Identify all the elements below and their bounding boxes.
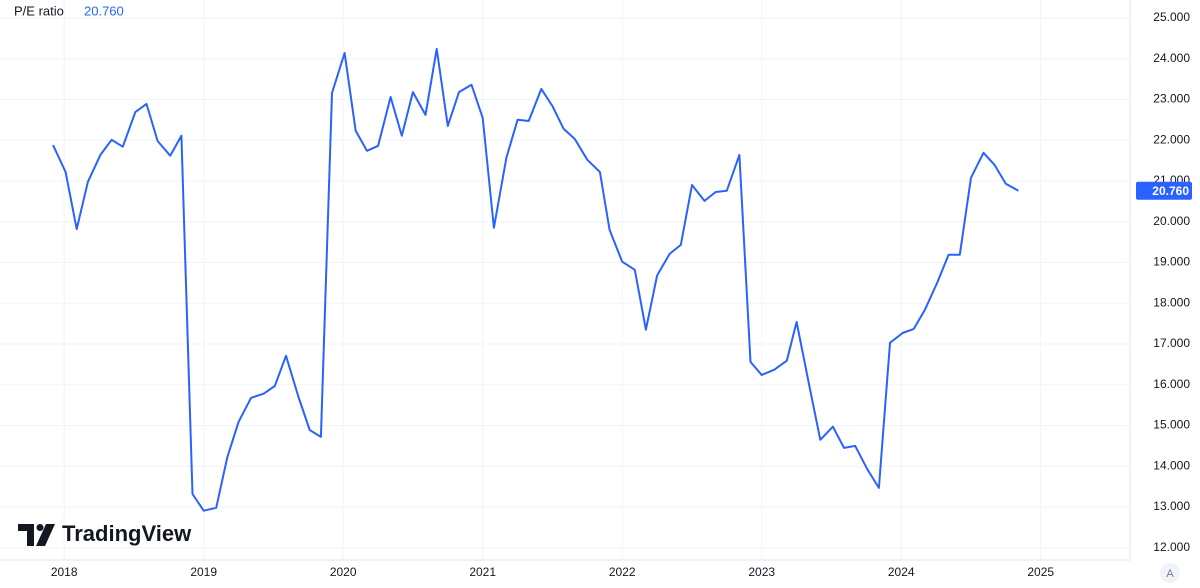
auto-button-label[interactable]: A: [1166, 568, 1174, 580]
logo-dot: [36, 524, 44, 531]
y-tick-label: 24.000: [1153, 51, 1190, 65]
x-tick-label: 2019: [190, 565, 217, 579]
current-value-label: 20.760: [1152, 184, 1189, 198]
y-tick-label: 19.000: [1153, 255, 1190, 269]
logo-slash: [36, 524, 55, 546]
watermark-text: TradingView: [62, 521, 192, 546]
x-tick-label: 2023: [748, 565, 775, 579]
current-value-badge: [1136, 181, 1192, 200]
y-tick-label: 15.000: [1153, 418, 1190, 432]
x-tick-label: 2022: [609, 565, 636, 579]
x-tick-label: 2020: [330, 565, 357, 579]
legend-name: P/E ratio: [14, 3, 64, 18]
y-tick-label: 16.000: [1153, 377, 1190, 391]
y-tick-label: 14.000: [1153, 458, 1190, 472]
y-tick-label: 25.000: [1153, 10, 1190, 24]
y-tick-label: 23.000: [1153, 92, 1190, 106]
y-tick-label: 17.000: [1153, 336, 1190, 350]
y-tick-label: 22.000: [1153, 132, 1190, 146]
auto-button[interactable]: [1160, 563, 1180, 583]
y-tick-label: 18.000: [1153, 295, 1190, 309]
x-tick-label: 2025: [1027, 565, 1054, 579]
line-series: [52, 47, 1019, 512]
logo-bar: [18, 524, 34, 546]
x-tick-label: 2018: [51, 565, 78, 579]
y-tick-label: 12.000: [1153, 540, 1190, 554]
watermark: TradingView: [18, 521, 192, 546]
x-tick-label: 2021: [469, 565, 496, 579]
y-tick-label: 20.000: [1153, 214, 1190, 228]
y-tick-label: 13.000: [1153, 499, 1190, 513]
x-tick-label: 2024: [888, 565, 915, 579]
grid: [0, 0, 1130, 560]
legend-value: 20.760: [84, 3, 124, 18]
